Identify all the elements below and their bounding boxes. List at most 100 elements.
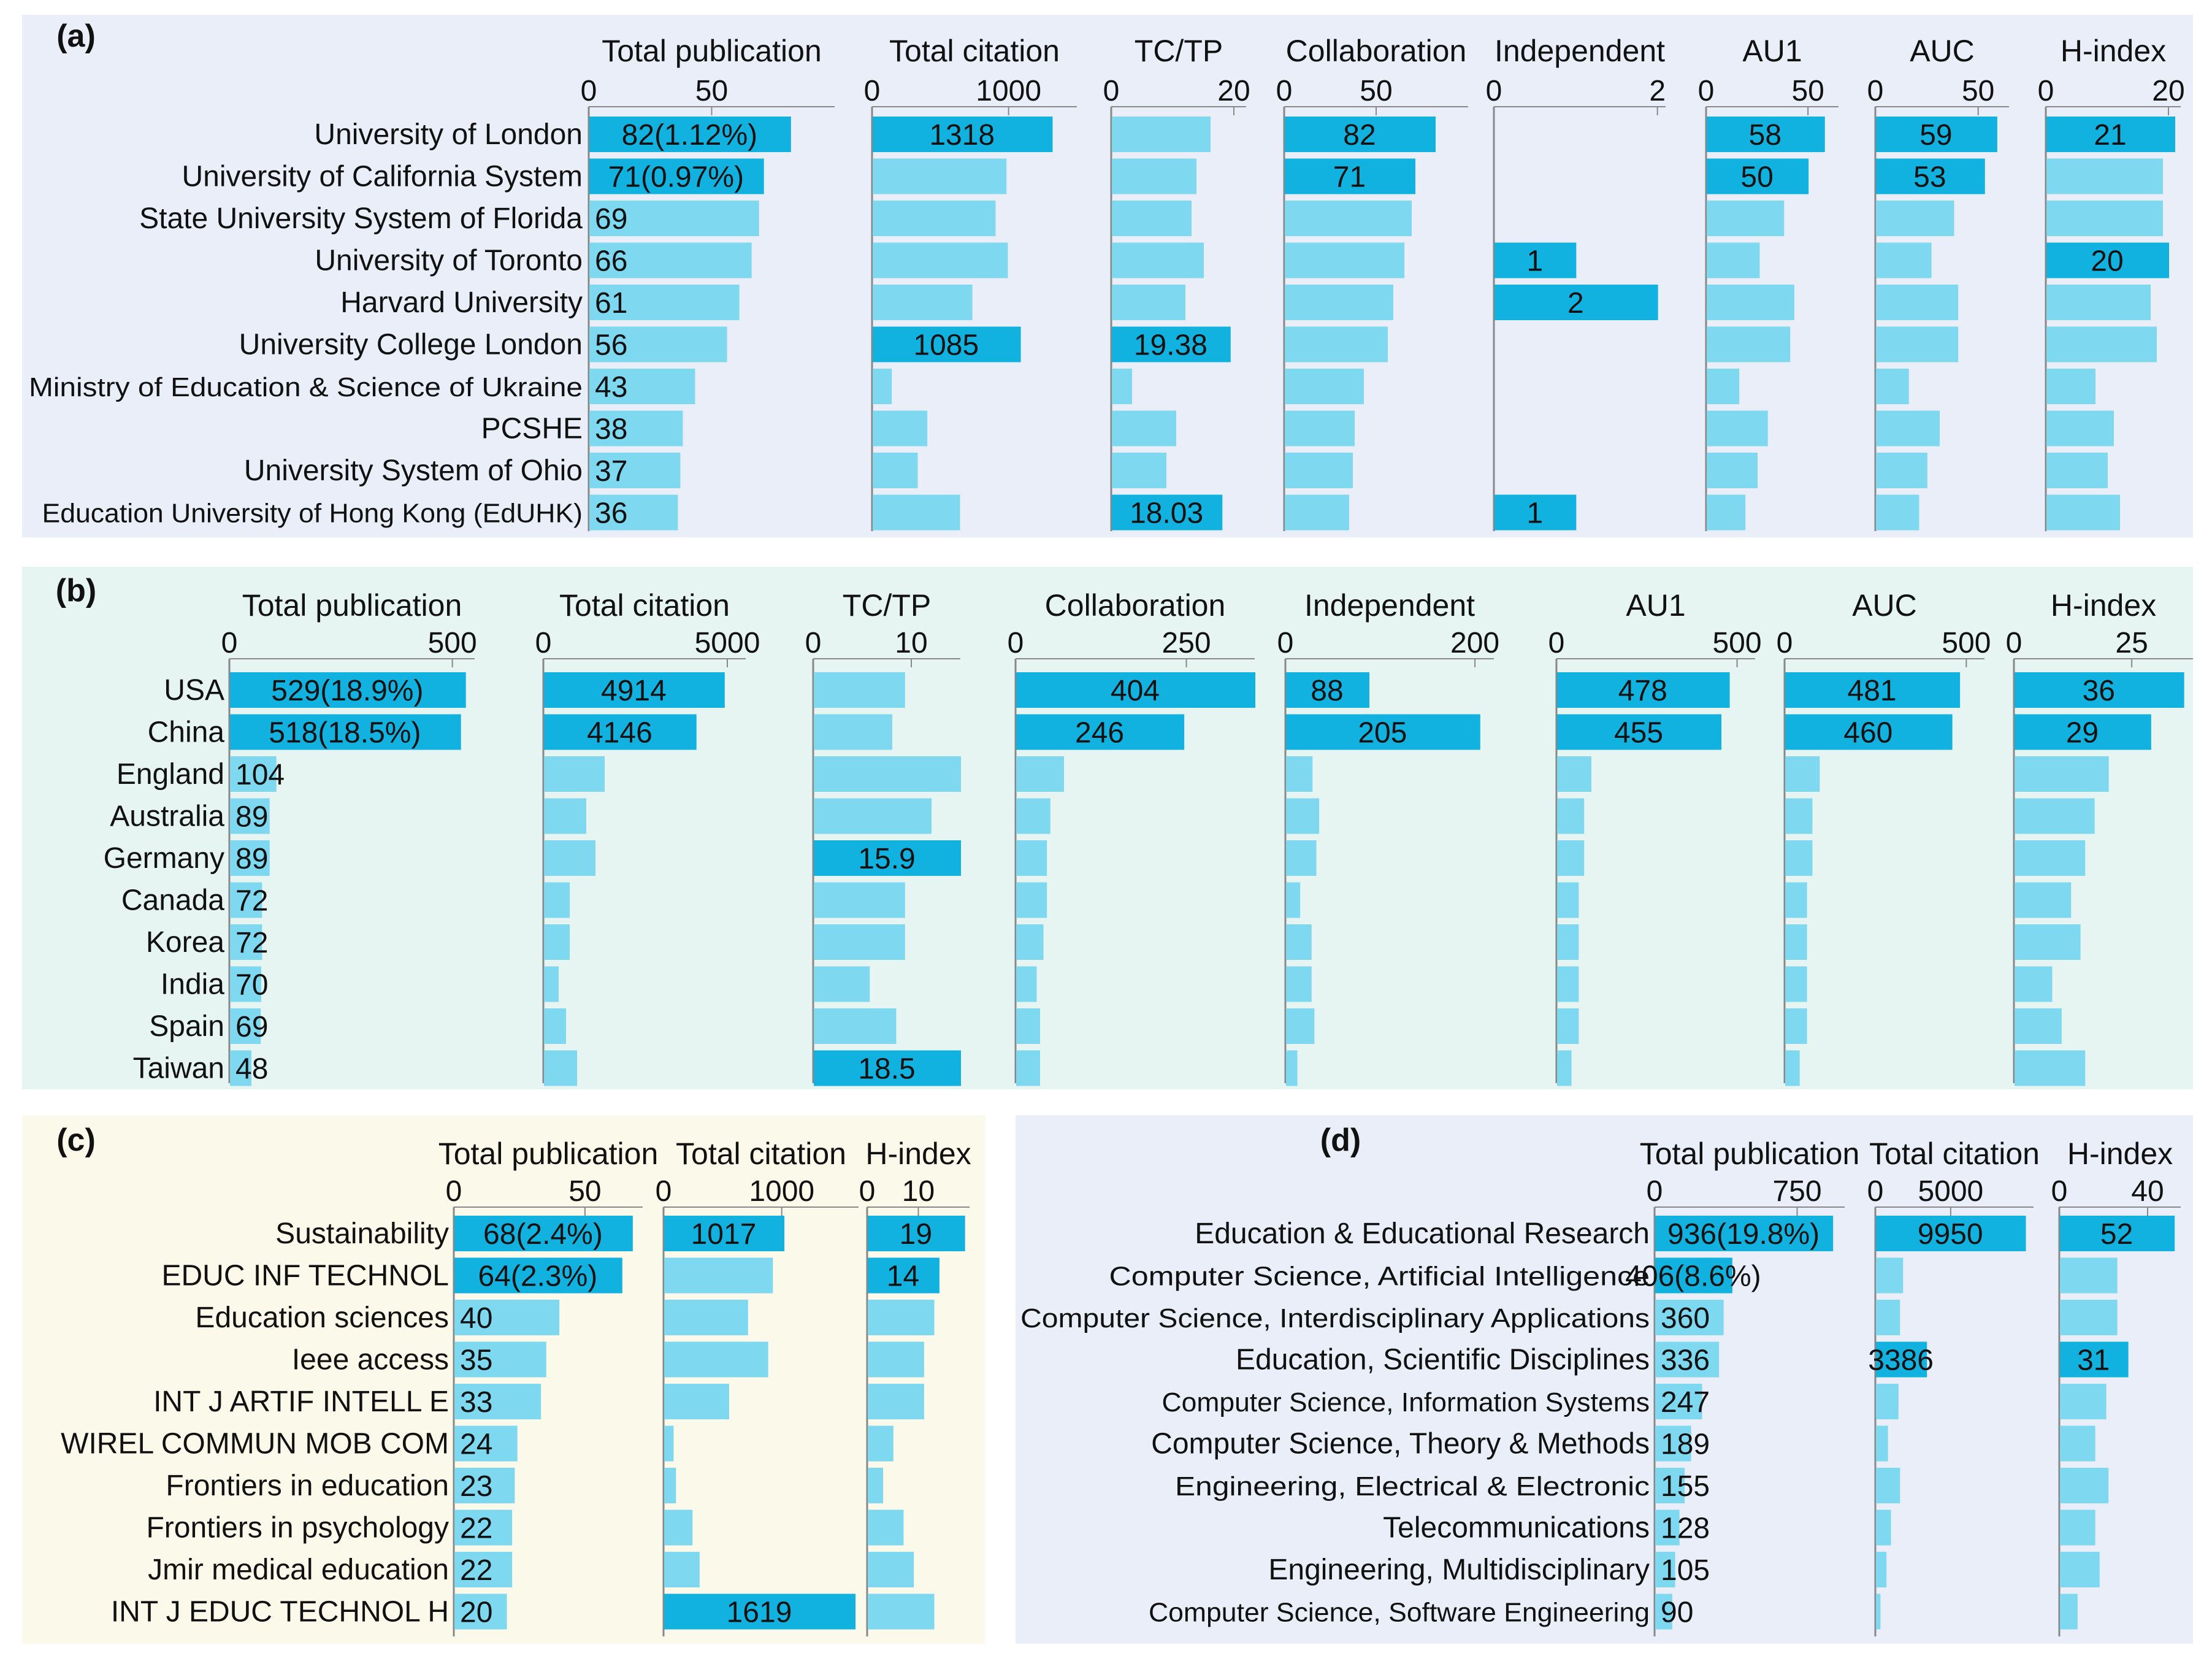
bar-c-total-publication-7 bbox=[454, 1509, 513, 1546]
bar-b-tc-tp-1 bbox=[814, 714, 892, 750]
bar-d-total-publication-6 bbox=[1655, 1468, 1685, 1503]
bar-b-h-index-8 bbox=[2015, 1008, 2062, 1044]
data-label-c-total-publication-9: 20 bbox=[460, 1597, 492, 1629]
bar-d-total-citation-9 bbox=[1876, 1594, 1881, 1630]
bar-b-total-publication-4 bbox=[230, 840, 270, 876]
bar-b-tc-tp-2 bbox=[814, 756, 961, 792]
bar-a-auc-1 bbox=[1876, 158, 1985, 194]
bar-b-independent-2 bbox=[1286, 756, 1313, 792]
bar-b-au1-5 bbox=[1557, 882, 1579, 918]
data-label-b-total-citation-0: 4914 bbox=[601, 675, 667, 707]
bar-b-au1-6 bbox=[1557, 924, 1579, 960]
bar-a-independent-3 bbox=[1494, 242, 1577, 278]
col-collaboration-tick-label: 250 bbox=[1162, 627, 1211, 659]
category-label: University College London bbox=[239, 329, 583, 361]
bar-c-h-index-9 bbox=[868, 1594, 935, 1630]
category-label: Education sciences bbox=[195, 1302, 449, 1334]
data-label-a-total-publication-9: 36 bbox=[595, 497, 627, 530]
bar-d-total-publication-9 bbox=[1655, 1594, 1672, 1630]
bar-a-tc-tp-5 bbox=[1112, 326, 1231, 362]
data-label-a-total-citation-5: 1085 bbox=[913, 329, 979, 362]
bar-a-h-index-7 bbox=[2046, 410, 2114, 447]
panel-label: (c) bbox=[56, 1122, 96, 1158]
panel-d-chart: (d) Education & Educational Research Compu… bbox=[1020, 1122, 2181, 1636]
col-auc-title: AUC bbox=[1852, 588, 1917, 623]
bar-b-au1-8 bbox=[1557, 1008, 1579, 1044]
category-label: University of London bbox=[314, 118, 583, 151]
data-label-b-total-publication-5: 72 bbox=[235, 885, 268, 918]
bar-d-total-publication-5 bbox=[1655, 1425, 1691, 1462]
data-label-b-total-citation-1: 4146 bbox=[587, 717, 653, 750]
category-label: India bbox=[161, 968, 224, 1001]
category-label: Jmir medical education bbox=[148, 1554, 449, 1586]
bar-c-total-publication-9 bbox=[454, 1594, 507, 1630]
category-label: Sustainability bbox=[275, 1218, 449, 1250]
category-label: Korea bbox=[146, 926, 224, 959]
panel-b: (b) USA China England Australia Germany Canada… bbox=[22, 567, 2193, 1089]
bar-b-independent-0 bbox=[1286, 672, 1369, 708]
data-label-a-total-publication-0: 82(1.12%) bbox=[622, 119, 757, 151]
panel-label: (a) bbox=[56, 18, 96, 54]
bar-d-total-citation-3 bbox=[1876, 1341, 1927, 1378]
bar-a-collaboration-8 bbox=[1285, 453, 1353, 488]
bar-b-h-index-7 bbox=[2015, 966, 2053, 1002]
col-collaboration-title: Collaboration bbox=[1286, 34, 1467, 68]
data-label-b-collaboration-0: 404 bbox=[1111, 675, 1160, 707]
category-label: Engineering, Electrical & Electronic bbox=[1175, 1471, 1650, 1502]
bar-b-independent-1 bbox=[1286, 714, 1480, 750]
bar-b-tc-tp-8 bbox=[814, 1008, 897, 1044]
data-label-b-au1-0: 478 bbox=[1618, 675, 1667, 707]
bar-c-h-index-1 bbox=[868, 1257, 940, 1294]
col-tc-tp-title: TC/TP bbox=[1135, 34, 1223, 68]
bar-a-au1-7 bbox=[1707, 410, 1768, 447]
col-h-index-tick-label: 25 bbox=[2115, 627, 2148, 659]
bar-b-auc-5 bbox=[1785, 882, 1807, 918]
bar-b-tc-tp-5 bbox=[814, 882, 905, 918]
data-label-a-total-citation-0: 1318 bbox=[929, 119, 995, 151]
data-label-d-total-citation-3: 3386 bbox=[1868, 1344, 1934, 1377]
category-label: University of Toronto bbox=[315, 245, 583, 277]
bar-a-tc-tp-8 bbox=[1112, 453, 1166, 488]
data-label-a-total-publication-1: 71(0.97%) bbox=[608, 161, 744, 194]
data-label-d-total-publication-8: 105 bbox=[1661, 1554, 1710, 1587]
bar-d-total-publication-0 bbox=[1655, 1216, 1834, 1251]
bar-b-h-index-4 bbox=[2015, 840, 2086, 876]
col-independent-tick-label: 0 bbox=[1277, 627, 1294, 659]
category-label: Ministry of Education & Science of Ukrai… bbox=[29, 372, 583, 402]
col-au1-tick-label: 50 bbox=[1791, 75, 1824, 107]
bar-b-tc-tp-9 bbox=[814, 1050, 961, 1086]
col-total-citation-title: Total citation bbox=[889, 34, 1060, 68]
bar-b-auc-4 bbox=[1785, 840, 1813, 876]
bar-a-tc-tp-4 bbox=[1112, 285, 1185, 320]
bar-b-total-publication-6 bbox=[230, 924, 262, 960]
col-h-index-title: H-index bbox=[2051, 588, 2156, 623]
data-label-c-total-publication-3: 35 bbox=[460, 1344, 492, 1377]
bar-a-collaboration-3 bbox=[1285, 242, 1404, 278]
bar-a-total-publication-2 bbox=[589, 201, 759, 236]
panel-c: (c) Sustainability EDUC INF TECHNOL Educati… bbox=[22, 1115, 985, 1644]
data-label-a-au1-0: 58 bbox=[1749, 119, 1781, 151]
data-label-b-independent-0: 88 bbox=[1311, 675, 1343, 707]
bar-a-total-citation-0 bbox=[873, 117, 1053, 152]
category-label: Germany bbox=[104, 842, 224, 875]
bar-a-collaboration-5 bbox=[1285, 326, 1388, 362]
bar-a-independent-4 bbox=[1494, 285, 1658, 320]
bar-a-total-citation-7 bbox=[873, 410, 928, 447]
data-label-a-total-publication-6: 43 bbox=[595, 371, 627, 404]
bar-b-total-citation-3 bbox=[544, 798, 586, 834]
col-total-citation-tick-label: 1000 bbox=[976, 75, 1041, 107]
category-label: PCSHE bbox=[481, 413, 583, 445]
category-label: Engineering, Multidisciplinary bbox=[1268, 1554, 1650, 1586]
col-total-publication-title: Total publication bbox=[438, 1137, 659, 1171]
col-total-citation-tick-label: 5000 bbox=[695, 627, 760, 659]
bar-a-tc-tp-1 bbox=[1112, 158, 1196, 194]
bar-a-total-publication-3 bbox=[589, 242, 752, 278]
bar-b-total-publication-1 bbox=[230, 714, 461, 750]
bar-c-total-citation-3 bbox=[664, 1341, 768, 1378]
category-label: State University System of Florida bbox=[139, 202, 583, 235]
col-au1-tick-label: 500 bbox=[1712, 627, 1761, 659]
col-h-index-tick-label: 0 bbox=[859, 1175, 876, 1208]
col-tc-tp-title: TC/TP bbox=[843, 588, 931, 623]
bar-b-total-citation-2 bbox=[544, 756, 605, 792]
bar-b-collaboration-6 bbox=[1016, 924, 1044, 960]
